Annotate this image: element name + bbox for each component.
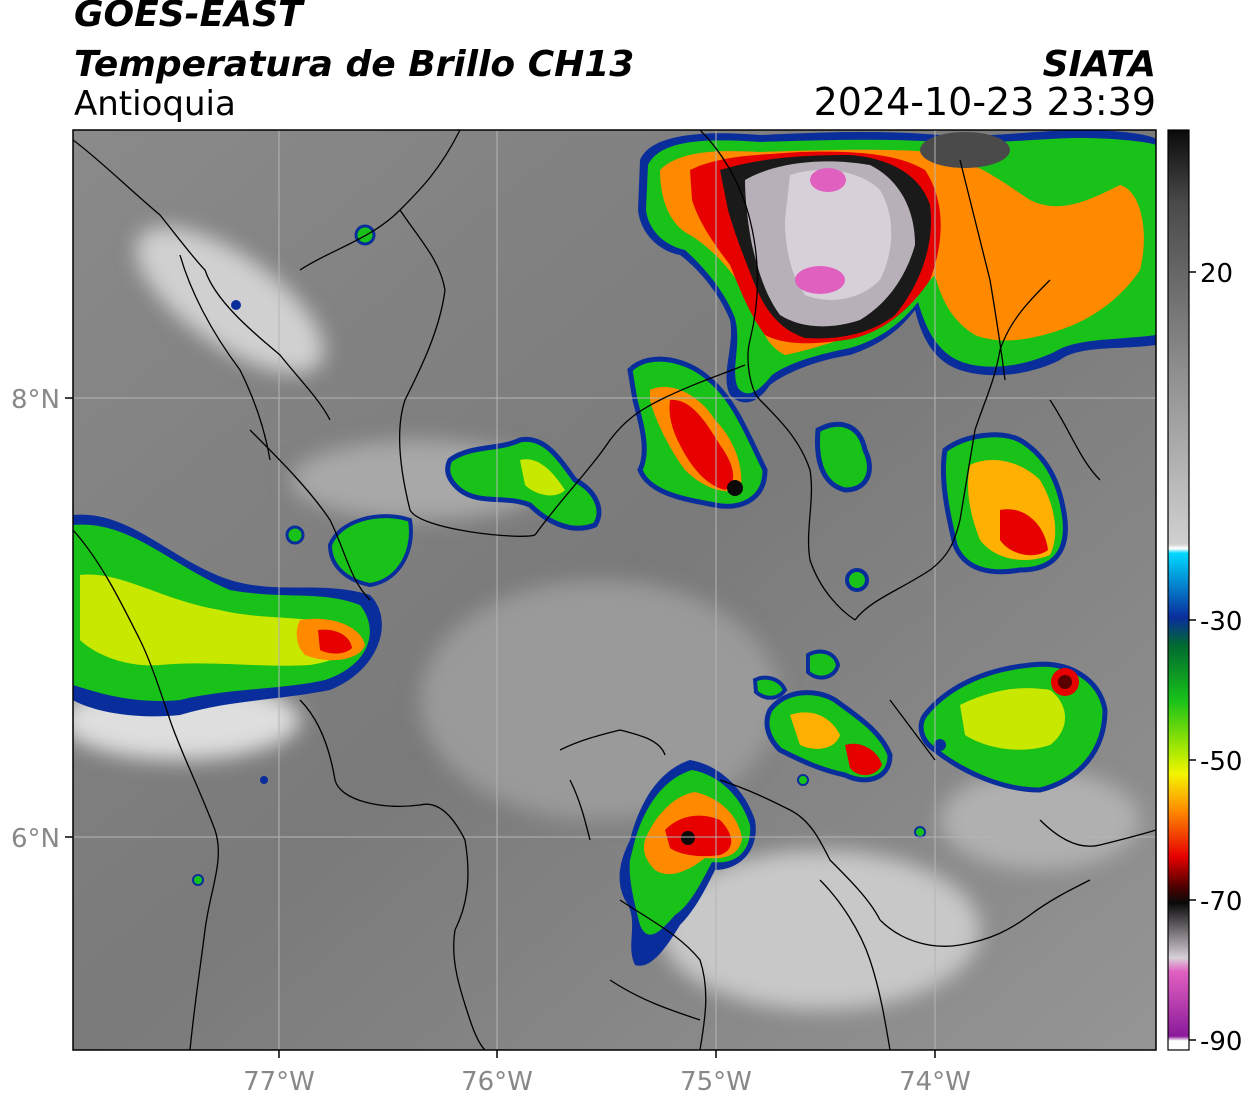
product-title: Temperatura de Brillo CH13 bbox=[74, 44, 635, 85]
gridlines bbox=[73, 130, 1156, 1050]
timestamp-label: 2024-10-23 23:39 bbox=[813, 80, 1156, 124]
colorbar-label: -50 bbox=[1200, 747, 1242, 777]
axis-ticks bbox=[65, 397, 936, 1058]
map-frame bbox=[72, 129, 1157, 1051]
boundaries bbox=[73, 130, 1156, 1050]
region-label: Antioquia bbox=[74, 84, 236, 124]
satellite-title: GOES-EAST bbox=[74, 0, 303, 35]
colorbar-scale bbox=[1167, 129, 1190, 1051]
lat-tick-label: 8°N bbox=[11, 385, 60, 415]
lon-tick-label: 76°W bbox=[461, 1067, 533, 1097]
lat-tick-label: 6°N bbox=[11, 824, 60, 854]
colorbar-label: -70 bbox=[1200, 887, 1242, 917]
colorbar-label: 20 bbox=[1200, 259, 1233, 289]
colorbar-label: -30 bbox=[1200, 607, 1242, 637]
lon-tick-label: 77°W bbox=[243, 1067, 315, 1097]
lon-tick-label: 74°W bbox=[899, 1067, 971, 1097]
colorbar-label: -90 bbox=[1200, 1027, 1242, 1057]
agency-label: SIATA bbox=[1042, 44, 1156, 85]
colorbar: 20 -30 -50 -70 -90 bbox=[1167, 129, 1242, 1057]
lon-tick-label: 75°W bbox=[680, 1067, 752, 1097]
map-panel bbox=[73, 130, 1156, 1050]
